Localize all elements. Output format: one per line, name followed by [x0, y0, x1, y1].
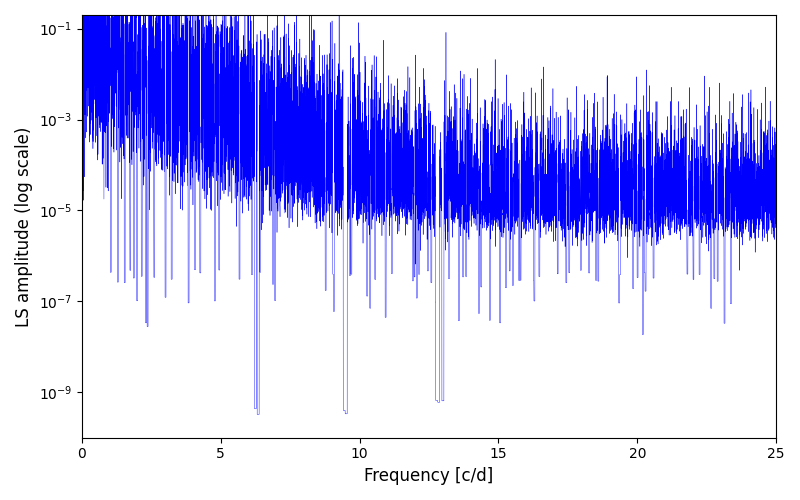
- Y-axis label: LS amplitude (log scale): LS amplitude (log scale): [15, 126, 33, 326]
- X-axis label: Frequency [c/d]: Frequency [c/d]: [364, 467, 494, 485]
